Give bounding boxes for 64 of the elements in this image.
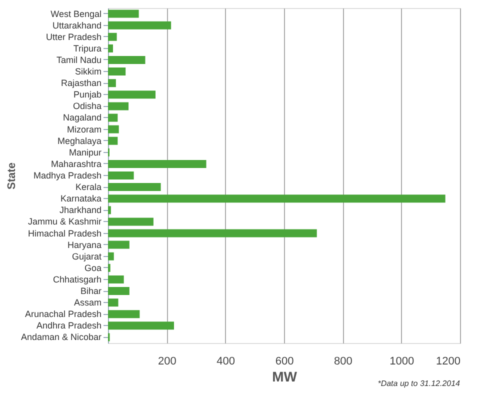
x-tick-label: 800 <box>334 356 352 368</box>
y-tick-label: Andaman & Nicobar <box>20 332 102 342</box>
bar <box>108 206 111 214</box>
y-tick-label: Gujarat <box>72 251 102 262</box>
y-tick-label: Karnataka <box>60 194 102 204</box>
y-tick-label: Rajasthan <box>60 78 102 88</box>
y-tick-label: Meghalaya <box>57 136 102 146</box>
bar <box>108 194 446 203</box>
y-axis-title: State <box>6 162 18 190</box>
bar <box>108 229 317 238</box>
x-tick-label: 200 <box>158 356 176 368</box>
bar <box>108 68 126 76</box>
bar <box>108 32 117 41</box>
y-tick-label: Goa <box>84 262 102 273</box>
y-tick-label: Assam <box>74 298 102 308</box>
y-tick-label: Andhra Pradesh <box>36 320 102 331</box>
bar <box>108 125 119 134</box>
y-tick-label: Arunachal Pradesh <box>24 309 102 320</box>
bar <box>108 10 139 18</box>
y-tick-label: Kerala <box>75 182 102 192</box>
bar <box>108 322 174 330</box>
bar <box>108 310 140 318</box>
y-tick-label: Haryana <box>67 240 102 250</box>
bar <box>108 298 118 307</box>
bar <box>108 44 113 52</box>
y-tick-label: West Bengal <box>50 8 102 19</box>
y-tick-label: Bihar <box>80 286 102 296</box>
x-tick-label: 600 <box>275 356 294 368</box>
x-tick-label: 400 <box>216 356 236 368</box>
y-tick-label: Jammu & Kashmir <box>28 216 102 227</box>
bar <box>108 56 146 64</box>
y-tick-label: Mizoram <box>66 124 102 134</box>
bar <box>108 275 124 284</box>
y-tick-label: Maharashtra <box>50 158 102 169</box>
bar <box>108 172 134 180</box>
y-tick-label: Uttarakhand <box>52 20 102 30</box>
bar <box>108 252 114 260</box>
bar <box>108 90 156 99</box>
x-tick-label: 1000 <box>390 356 414 368</box>
bar <box>108 287 130 296</box>
y-tick-label: Nagaland <box>62 112 102 123</box>
y-tick-label: Tamil Nadu <box>56 54 102 65</box>
bar <box>108 160 206 168</box>
bar <box>108 183 161 192</box>
y-tick-label: Chhatisgarh <box>52 274 102 284</box>
bar <box>108 240 130 249</box>
bar <box>108 21 172 30</box>
y-tick-label: Madhya Pradesh <box>33 170 102 180</box>
bar <box>108 114 118 122</box>
y-tick-label: Jharkhand <box>59 205 102 216</box>
y-tick-label: Punjab <box>73 90 102 100</box>
y-tick-label: Manipur <box>68 147 102 158</box>
bar <box>108 136 118 145</box>
x-axis-title: MW <box>272 368 298 384</box>
bar <box>108 102 129 110</box>
bar <box>108 79 116 88</box>
y-tick-label: Odisha <box>72 101 102 112</box>
y-tick-label: Utter Pradesh <box>46 32 102 42</box>
y-tick-label: Sikkim <box>75 66 102 77</box>
bar <box>108 218 154 226</box>
text: *Data up to 31.12.2014 <box>378 379 461 388</box>
y-tick-label: Himachal Pradesh <box>28 228 102 238</box>
y-tick-label: Tripura <box>73 43 102 54</box>
x-tick-label: 1200 <box>436 356 460 368</box>
